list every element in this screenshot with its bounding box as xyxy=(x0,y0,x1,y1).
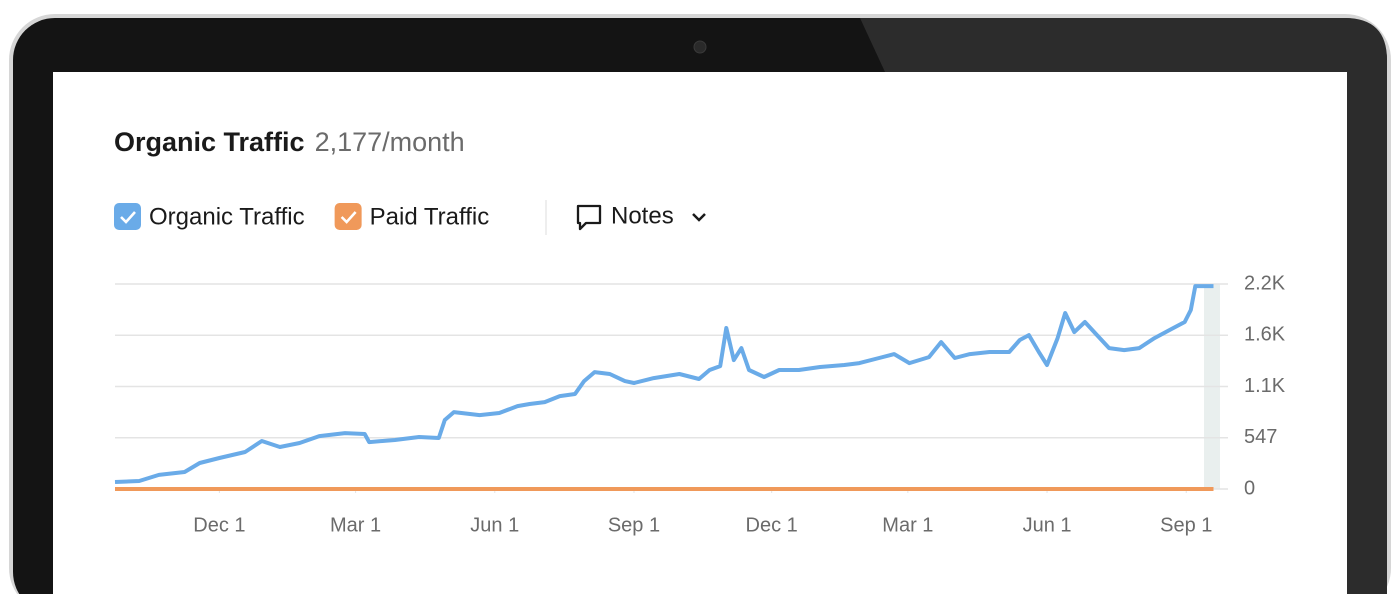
y-tick-label: 2.2K xyxy=(1244,272,1286,294)
x-tick-label: Jun 1 xyxy=(470,514,519,536)
chevron xyxy=(692,213,706,222)
check-mark xyxy=(340,211,357,224)
y-tick-label: 1.6K xyxy=(1244,324,1286,346)
screen xyxy=(53,72,1347,594)
legend-checkbox[interactable] xyxy=(334,203,362,230)
notes-button[interactable]: Notes xyxy=(576,202,706,231)
x-tick-label: Mar 1 xyxy=(330,514,381,536)
legend-checkbox[interactable] xyxy=(114,203,141,230)
x-tick-label: Sep 1 xyxy=(608,514,660,536)
notes-icon xyxy=(576,204,602,231)
x-tick-label: Dec 1 xyxy=(746,514,798,536)
chart-subtitle: 2,177/month xyxy=(315,127,465,157)
series-line xyxy=(114,284,1214,484)
legend-item[interactable]: Organic Traffic xyxy=(114,203,305,230)
notes-label[interactable]: Notes xyxy=(611,202,674,229)
y-tick-label: 547 xyxy=(1244,426,1277,448)
check-mark xyxy=(120,211,136,224)
camera xyxy=(693,40,707,54)
x-tick-label: Sep 1 xyxy=(1160,514,1212,536)
x-tick-label: Mar 1 xyxy=(882,514,933,536)
y-tick-label: 1.1K xyxy=(1244,375,1286,397)
x-tick-label: Dec 1 xyxy=(193,514,245,536)
legend-item[interactable]: Paid Traffic xyxy=(334,203,490,230)
x-tick-label: Jun 1 xyxy=(1023,514,1072,536)
legend-label[interactable]: Organic Traffic xyxy=(149,203,305,230)
chart-title: Organic Traffic xyxy=(114,127,305,157)
y-tick-label: 0 xyxy=(1244,477,1255,499)
legend-label[interactable]: Paid Traffic xyxy=(370,203,490,230)
